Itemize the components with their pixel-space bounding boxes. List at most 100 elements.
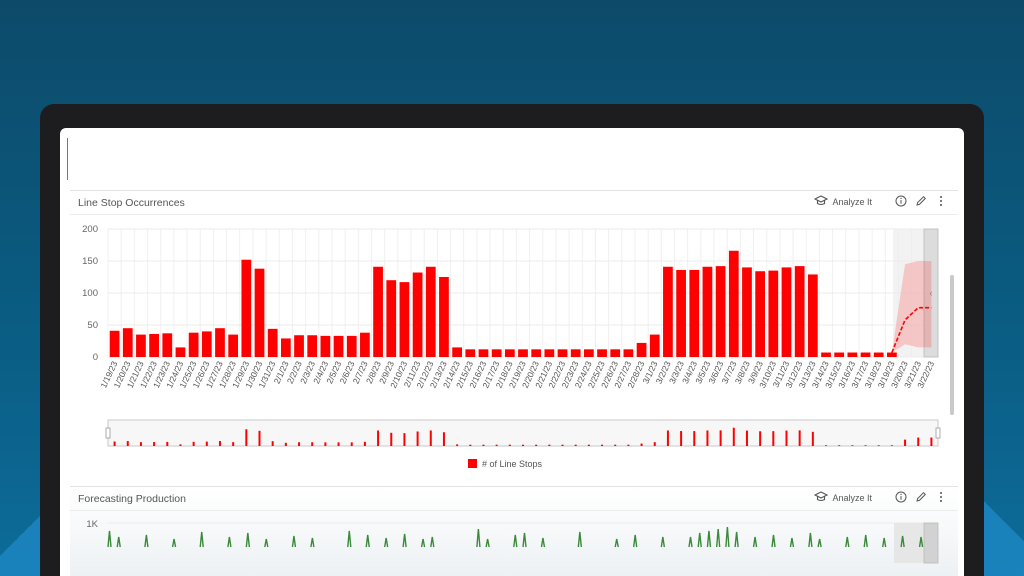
bar bbox=[478, 349, 489, 357]
bar bbox=[399, 282, 410, 357]
production-spike bbox=[171, 538, 177, 548]
bar bbox=[267, 328, 278, 357]
bar bbox=[109, 330, 120, 357]
navigator-bar bbox=[469, 444, 472, 446]
y-tick-label: 1K bbox=[86, 519, 98, 530]
navigator-bar bbox=[311, 442, 314, 446]
forecasting-panel: Forecasting Production Analyze It bbox=[70, 486, 958, 576]
dashboard-screen: Line Stop Occurrences Analyze It bbox=[60, 128, 964, 576]
bar bbox=[742, 267, 752, 357]
navigator-bar bbox=[693, 431, 696, 446]
navigator-handle-left bbox=[105, 427, 111, 439]
bar bbox=[360, 332, 370, 357]
production-spike bbox=[107, 530, 112, 548]
navigator-bar bbox=[904, 439, 907, 446]
navigator-bar bbox=[126, 441, 129, 446]
navigator-bar bbox=[811, 431, 814, 446]
production-spike bbox=[365, 534, 370, 548]
bar bbox=[676, 269, 686, 357]
production-spike bbox=[347, 530, 352, 548]
production-spike bbox=[383, 537, 389, 548]
navigator-bar bbox=[337, 442, 340, 446]
bar bbox=[465, 349, 476, 357]
navigator-bar bbox=[680, 431, 683, 446]
production-spike bbox=[817, 538, 822, 548]
production-spike bbox=[789, 537, 795, 548]
navigator-bar bbox=[535, 444, 538, 446]
production-spike bbox=[199, 531, 204, 548]
bar bbox=[557, 349, 568, 357]
bar bbox=[768, 270, 779, 357]
navigator-bar bbox=[561, 444, 564, 446]
bar bbox=[439, 277, 449, 357]
bar bbox=[149, 333, 159, 357]
navigator-bar bbox=[113, 441, 116, 446]
bar bbox=[241, 259, 252, 357]
navigator-bar bbox=[917, 437, 920, 446]
bar bbox=[597, 349, 607, 357]
more-options-icon[interactable] bbox=[934, 195, 948, 209]
production-spike bbox=[420, 538, 426, 548]
info-icon[interactable] bbox=[894, 491, 908, 505]
navigator-bar bbox=[706, 430, 709, 446]
navigator-bar bbox=[495, 444, 498, 446]
navigator-handle-right bbox=[935, 427, 941, 439]
production-spike bbox=[513, 534, 518, 548]
analyze-it-label: Analyze It bbox=[832, 493, 872, 503]
navigator-bar bbox=[232, 442, 235, 446]
forecast-handle bbox=[923, 228, 939, 358]
forecasting-chart: 1K bbox=[86, 519, 939, 564]
bar bbox=[504, 349, 515, 357]
navigator-bar bbox=[442, 432, 445, 446]
edit-pencil-icon[interactable] bbox=[914, 195, 928, 209]
edit-pencil-icon[interactable] bbox=[914, 491, 928, 505]
production-spike bbox=[752, 536, 758, 548]
navigator-bar bbox=[284, 442, 287, 446]
production-spike bbox=[660, 536, 666, 548]
production-spike bbox=[734, 531, 739, 548]
production-spike bbox=[614, 538, 619, 548]
bar bbox=[373, 266, 383, 357]
analyze-it-button[interactable]: Analyze It bbox=[814, 491, 872, 505]
production-spike bbox=[881, 537, 887, 548]
bar bbox=[544, 349, 555, 357]
analyze-it-label: Analyze It bbox=[832, 197, 872, 207]
bar bbox=[188, 332, 199, 357]
y-tick-label: 50 bbox=[87, 320, 98, 331]
bar bbox=[834, 352, 845, 357]
bar bbox=[755, 271, 766, 357]
bar bbox=[215, 328, 225, 357]
production-spike bbox=[264, 538, 269, 548]
bar bbox=[452, 347, 463, 357]
production-spike bbox=[845, 536, 850, 548]
bar bbox=[122, 328, 133, 357]
y-tick-label: 100 bbox=[82, 288, 98, 299]
production-spike bbox=[485, 538, 490, 548]
bar bbox=[346, 335, 357, 357]
info-icon[interactable] bbox=[894, 195, 908, 209]
navigator-bar bbox=[192, 441, 195, 446]
navigator-bar bbox=[298, 442, 301, 446]
production-spike bbox=[144, 534, 149, 548]
navigator-bar bbox=[732, 427, 735, 446]
navigator-bar bbox=[139, 442, 142, 446]
bar bbox=[649, 334, 660, 357]
panel-actions: Analyze It bbox=[814, 195, 948, 209]
production-spike bbox=[402, 533, 407, 548]
bar bbox=[887, 352, 897, 357]
panel-title: Forecasting Production bbox=[78, 493, 186, 505]
more-options-icon[interactable] bbox=[934, 491, 948, 505]
navigator-bar bbox=[456, 444, 459, 446]
production-spike bbox=[227, 536, 232, 548]
navigator-bar bbox=[640, 443, 643, 446]
bar bbox=[781, 267, 792, 357]
navigator-bar bbox=[601, 444, 604, 446]
bar bbox=[794, 266, 805, 357]
navigator-bar bbox=[825, 445, 828, 446]
production-spike bbox=[771, 534, 776, 548]
navigator-bar bbox=[864, 445, 867, 446]
analyze-it-button[interactable]: Analyze It bbox=[814, 195, 872, 209]
production-spike bbox=[900, 535, 905, 548]
y-tick-label: 150 bbox=[82, 256, 98, 267]
navigator-bar bbox=[403, 433, 406, 446]
